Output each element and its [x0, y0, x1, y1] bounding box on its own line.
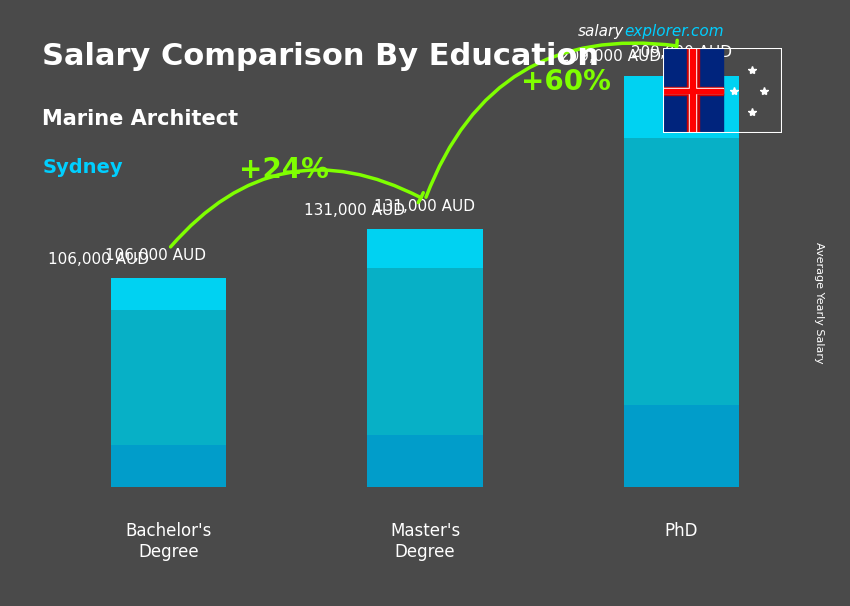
Bar [663, 48, 722, 91]
Bar [624, 76, 739, 138]
Bar [689, 48, 696, 133]
Text: salary: salary [578, 24, 624, 39]
Text: explorer.com: explorer.com [625, 24, 724, 39]
Bar [690, 48, 695, 133]
Text: 209,000 AUD: 209,000 AUD [560, 49, 661, 64]
Text: Salary Comparison By Education: Salary Comparison By Education [42, 42, 599, 72]
Bar [624, 76, 739, 487]
Text: +24%: +24% [239, 156, 329, 184]
Bar [687, 48, 699, 133]
Bar [663, 89, 722, 93]
Text: 209,000 AUD: 209,000 AUD [631, 45, 732, 60]
Text: Sydney: Sydney [42, 158, 123, 176]
Text: Master's
Degree: Master's Degree [390, 522, 460, 561]
Text: PhD: PhD [665, 522, 698, 541]
Text: Bachelor's
Degree: Bachelor's Degree [126, 522, 212, 561]
Bar [663, 87, 722, 95]
Text: Average Yearly Salary: Average Yearly Salary [814, 242, 824, 364]
Bar [111, 279, 226, 310]
Bar [111, 279, 226, 487]
Bar [367, 435, 483, 487]
Text: 131,000 AUD: 131,000 AUD [304, 202, 405, 218]
Bar [663, 88, 722, 93]
Text: 106,000 AUD: 106,000 AUD [105, 248, 207, 263]
Bar [111, 445, 226, 487]
Text: 131,000 AUD: 131,000 AUD [375, 199, 475, 213]
Bar [367, 229, 483, 487]
Bar [624, 405, 739, 487]
Text: Marine Architect: Marine Architect [42, 109, 239, 129]
Text: +60%: +60% [521, 68, 611, 96]
Bar [663, 91, 722, 133]
Bar [367, 229, 483, 268]
Text: 106,000 AUD: 106,000 AUD [48, 251, 149, 267]
